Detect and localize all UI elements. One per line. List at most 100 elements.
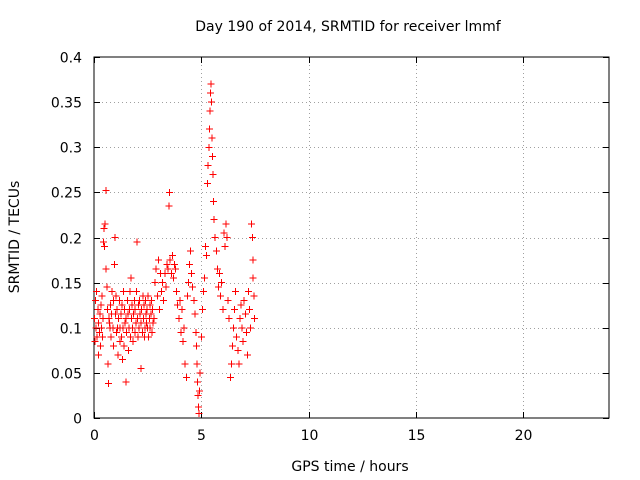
data-point — [205, 143, 213, 151]
data-point — [207, 80, 215, 88]
data-point — [193, 378, 201, 386]
data-point — [172, 265, 180, 273]
data-point — [159, 279, 167, 287]
data-point — [118, 355, 126, 363]
data-point — [195, 409, 203, 417]
data-point — [142, 297, 149, 305]
y-tick-label: 0.35 — [51, 96, 82, 112]
data-point — [187, 247, 195, 255]
data-point — [145, 333, 153, 341]
data-point — [103, 306, 111, 314]
chart-title: Day 190 of 2014, SRMTID for receiver lmm… — [195, 19, 502, 35]
y-tick-label: 0.15 — [51, 277, 82, 293]
data-point — [165, 202, 173, 210]
data-point — [163, 261, 171, 269]
data-point — [107, 333, 115, 341]
data-point — [219, 306, 227, 314]
data-point — [120, 342, 128, 350]
data-point — [185, 261, 193, 269]
data-point — [100, 224, 108, 232]
data-point — [246, 306, 254, 314]
data-point — [216, 270, 224, 278]
data-point — [235, 360, 243, 368]
data-point — [176, 297, 184, 305]
data-point — [190, 297, 198, 305]
data-point — [117, 333, 125, 341]
data-point — [126, 333, 134, 341]
data-point — [133, 315, 141, 323]
data-point — [206, 89, 214, 97]
data-point — [188, 270, 196, 278]
data-point — [208, 134, 216, 142]
data-point — [96, 310, 104, 318]
data-point — [164, 265, 172, 273]
data-series — [90, 80, 259, 417]
data-point — [250, 292, 258, 300]
data-point — [197, 333, 205, 341]
grid — [94, 57, 609, 418]
data-point — [162, 283, 170, 291]
x-tick-label: 20 — [515, 428, 533, 444]
data-point — [184, 279, 192, 287]
data-point — [194, 391, 202, 399]
data-point — [127, 274, 135, 282]
y-tick-label: 0 — [73, 412, 82, 428]
data-point — [102, 265, 110, 273]
data-point — [209, 170, 217, 178]
y-tick-label: 0.1 — [60, 322, 82, 338]
data-point — [210, 197, 218, 205]
data-point — [115, 297, 123, 305]
y-tick-label: 0.3 — [60, 141, 82, 157]
data-point — [131, 328, 139, 336]
data-point — [110, 342, 118, 350]
data-point — [243, 351, 251, 359]
data-point — [179, 337, 187, 345]
data-point — [183, 292, 191, 300]
data-point — [225, 315, 233, 323]
data-point — [94, 306, 102, 314]
data-point — [193, 342, 201, 350]
data-point — [130, 310, 138, 318]
data-point — [239, 337, 247, 345]
data-point — [168, 252, 176, 260]
data-point — [131, 306, 139, 314]
data-point — [110, 261, 118, 269]
data-point — [158, 288, 166, 296]
data-point — [139, 315, 147, 323]
data-point — [148, 328, 156, 336]
data-point — [217, 292, 225, 300]
data-point — [173, 288, 181, 296]
data-point — [102, 187, 110, 195]
data-point — [191, 310, 199, 318]
data-point — [148, 297, 156, 305]
data-point — [118, 301, 126, 309]
data-point — [124, 346, 132, 354]
y-tick-label: 0.25 — [51, 186, 82, 202]
data-point — [178, 306, 186, 314]
data-point — [94, 319, 102, 327]
data-point — [135, 324, 143, 332]
data-point — [143, 319, 151, 327]
data-point — [137, 364, 145, 372]
data-point — [93, 288, 101, 296]
data-point — [166, 188, 174, 196]
data-point — [113, 328, 121, 336]
data-point — [100, 238, 108, 246]
data-point — [195, 403, 203, 411]
y-tick-label: 0.4 — [60, 51, 82, 67]
data-point — [129, 324, 137, 332]
data-point — [129, 337, 137, 345]
data-point — [98, 324, 106, 332]
data-point — [103, 283, 111, 291]
data-point — [134, 333, 142, 341]
data-point — [182, 373, 190, 381]
axis-ticks: 0 0.05 0.1 0.15 0.2 0.25 0.3 0.35 0.4 0 5 10 15 20 — [51, 51, 609, 444]
data-point — [140, 301, 148, 309]
data-point — [236, 315, 244, 323]
data-point — [238, 324, 246, 332]
data-point — [97, 301, 105, 309]
data-point — [198, 306, 206, 314]
data-point — [196, 387, 204, 395]
data-point — [237, 301, 245, 309]
data-point — [117, 310, 125, 318]
